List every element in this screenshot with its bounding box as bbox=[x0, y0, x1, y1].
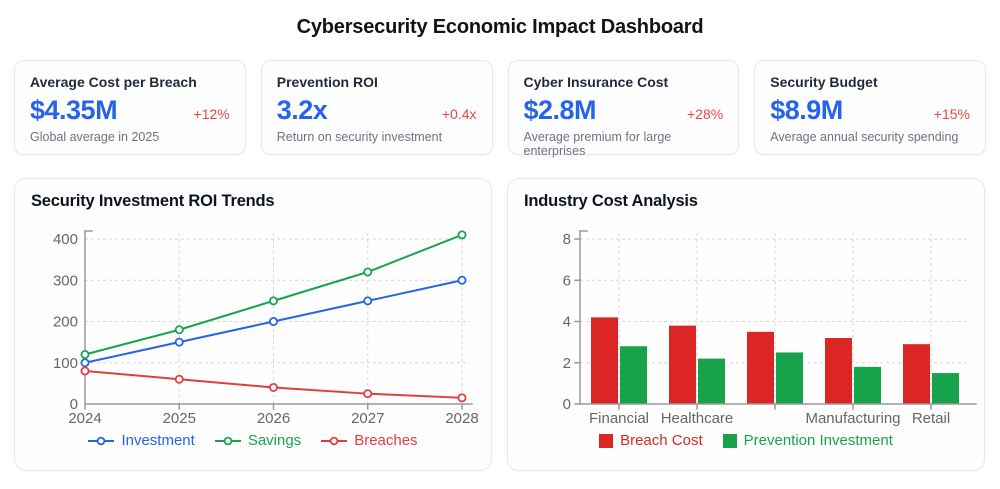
charts-row: Security Investment ROI Trends 0 100 200 30… bbox=[0, 178, 1000, 471]
legend-item-savings[interactable]: Savings bbox=[214, 432, 302, 449]
legend-item-investment[interactable]: Investment bbox=[88, 432, 195, 449]
bar-breach-cost-healthcare bbox=[669, 325, 696, 404]
bars bbox=[591, 317, 959, 404]
y-tick-label: 8 bbox=[563, 231, 571, 248]
kpi-value-row: $2.8M +28% bbox=[524, 95, 724, 126]
y-tick-label: 200 bbox=[53, 314, 78, 331]
bar-breach-cost-financial bbox=[591, 317, 618, 404]
legend-line-marker-icon bbox=[214, 436, 241, 445]
kpi-change: +12% bbox=[193, 106, 230, 122]
bar-prevention-investment-healthcare bbox=[698, 358, 725, 404]
kpi-change: +28% bbox=[687, 106, 724, 122]
kpi-description: Average annual security spending bbox=[770, 130, 959, 144]
page-title: Cybersecurity Economic Impact Dashboard bbox=[296, 16, 704, 38]
kpi-value: $8.9M bbox=[770, 95, 843, 125]
kpi-row: Average Cost per Breach $4.35M +12% Glob… bbox=[0, 60, 1000, 158]
legend-line-marker-icon bbox=[321, 436, 348, 445]
roi-trends-legend: Investment Savings Breaches bbox=[15, 432, 491, 449]
kpi-card-average-cost-per-breach: Average Cost per Breach $4.35M +12% Glob… bbox=[14, 60, 246, 155]
x-tick-label: 2027 bbox=[351, 410, 384, 427]
y-tick-label: 0 bbox=[70, 396, 78, 413]
industry-cost-legend: Breach Cost Prevention Investment bbox=[508, 432, 984, 449]
kpi-card-prevention-roi: Prevention ROI 3.2x +0.4x Return on secu… bbox=[260, 60, 493, 155]
point-savings-2026 bbox=[268, 296, 278, 306]
bar-breach-cost-manufacturing bbox=[825, 338, 852, 404]
kpi-value: 3.2x bbox=[276, 95, 328, 125]
x-tick-label: 2026 bbox=[257, 410, 290, 427]
kpi-value: $4.35M bbox=[30, 95, 118, 125]
bar-breach-cost-retail bbox=[903, 344, 930, 404]
point-breaches-2028 bbox=[457, 393, 467, 403]
kpi-change: +0.4x bbox=[441, 106, 477, 122]
x-tick-label: Retail bbox=[912, 410, 950, 427]
point-investment-2025 bbox=[174, 337, 184, 347]
y-tick-label: 400 bbox=[53, 231, 78, 248]
y-tick-label: 2 bbox=[563, 355, 571, 372]
axes: 0 100 200 300 400 2024 2025 2026 2027 2028 bbox=[53, 230, 479, 427]
x-tick-label: 2025 bbox=[163, 410, 196, 427]
point-investment-2027 bbox=[363, 296, 373, 306]
kpi-card-security-budget: Security Budget $8.9M +15% Average annua… bbox=[754, 60, 986, 155]
industry-cost-chart-title: Industry Cost Analysis bbox=[524, 192, 698, 210]
kpi-description: Average premium for large enterprises bbox=[523, 130, 672, 158]
point-savings-2025 bbox=[174, 325, 184, 335]
point-investment-2028 bbox=[457, 275, 467, 285]
bar-prevention-investment-financial bbox=[620, 346, 647, 404]
kpi-value-row: $8.9M +15% bbox=[770, 95, 970, 126]
point-investment-2024 bbox=[80, 358, 90, 368]
point-breaches-2027 bbox=[363, 389, 373, 399]
axes: 0 2 4 6 8 Financial Healthcare Manufacturing Ret… bbox=[563, 230, 977, 427]
legend-label: Breach Cost bbox=[620, 432, 703, 449]
x-tick-label: Healthcare bbox=[661, 410, 734, 427]
legend-square-marker-icon bbox=[599, 433, 614, 448]
roi-trends-chart-card: Security Investment ROI Trends 0 100 200 30… bbox=[14, 178, 492, 471]
bar-prevention-investment-retail bbox=[932, 373, 959, 404]
legend-label: Savings bbox=[247, 432, 302, 449]
legend-label: Breaches bbox=[354, 432, 418, 449]
x-tick-label: Manufacturing bbox=[805, 410, 900, 427]
kpi-card-cyber-insurance-cost: Cyber Insurance Cost $2.8M +28% Average … bbox=[507, 60, 740, 158]
kpi-value: $2.8M bbox=[523, 95, 597, 125]
industry-cost-bar-chart: 0 2 4 6 8 Financial Healthcare Manufacturing Ret… bbox=[563, 230, 977, 427]
x-tick-label: Financial bbox=[589, 410, 649, 427]
point-breaches-2026 bbox=[268, 382, 278, 392]
bar-prevention-investment-category-3 bbox=[776, 352, 803, 404]
industry-cost-chart-card: Industry Cost Analysis 0 2 4 6 8 Financial Hea… bbox=[507, 178, 985, 471]
y-tick-label: 100 bbox=[53, 355, 78, 372]
kpi-label: Cyber Insurance Cost bbox=[523, 74, 669, 90]
legend-label: Prevention Investment bbox=[743, 432, 893, 449]
kpi-label: Prevention ROI bbox=[276, 74, 378, 90]
y-tick-label: 6 bbox=[563, 272, 571, 289]
point-breaches-2024 bbox=[80, 366, 90, 376]
legend-line-marker-icon bbox=[88, 436, 115, 445]
kpi-description: Return on security investment bbox=[276, 130, 443, 144]
point-investment-2026 bbox=[268, 316, 278, 326]
legend-item-prevention-investment[interactable]: Prevention Investment bbox=[722, 432, 893, 449]
legend-item-breach-cost[interactable]: Breach Cost bbox=[599, 432, 703, 449]
roi-trends-line-chart: 0 100 200 300 400 2024 2025 2026 2027 2028 bbox=[53, 230, 479, 427]
gridlines bbox=[85, 233, 470, 404]
point-breaches-2025 bbox=[174, 374, 184, 384]
kpi-description: Global average in 2025 bbox=[30, 130, 160, 144]
x-tick-label: 2024 bbox=[68, 410, 101, 427]
kpi-change: +15% bbox=[933, 106, 970, 122]
x-tick-label: 2028 bbox=[445, 410, 478, 427]
point-savings-2027 bbox=[363, 267, 373, 277]
point-savings-2028 bbox=[457, 230, 467, 240]
legend-label: Investment bbox=[121, 432, 195, 449]
kpi-value-row: 3.2x +0.4x bbox=[277, 95, 477, 126]
kpi-label: Average Cost per Breach bbox=[30, 74, 197, 90]
legend-square-marker-icon bbox=[722, 433, 737, 448]
bar-breach-cost-category-3 bbox=[747, 331, 774, 404]
y-tick-label: 4 bbox=[563, 314, 571, 331]
point-savings-2024 bbox=[80, 349, 90, 359]
bar-prevention-investment-manufacturing bbox=[854, 366, 881, 404]
legend-item-breaches[interactable]: Breaches bbox=[321, 432, 418, 449]
y-tick-label: 300 bbox=[53, 272, 78, 289]
roi-trends-chart-title: Security Investment ROI Trends bbox=[31, 192, 275, 210]
kpi-value-row: $4.35M +12% bbox=[30, 95, 230, 126]
y-tick-label: 0 bbox=[563, 396, 571, 413]
kpi-label: Security Budget bbox=[770, 74, 878, 90]
